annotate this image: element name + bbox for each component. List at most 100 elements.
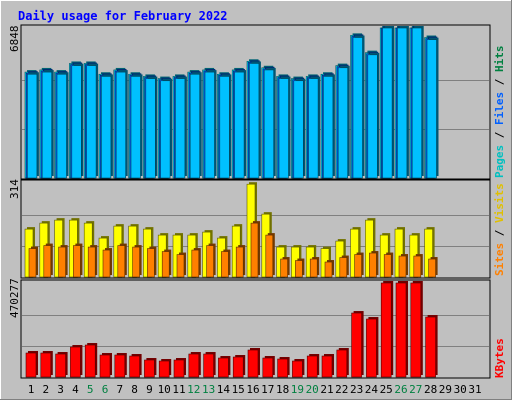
day-label-8: 8: [131, 383, 138, 396]
kbytes-bar-day-10: [158, 359, 172, 378]
panel-kbytes-bars: [25, 281, 438, 378]
x-axis-day-labels: 1 2 3 4 5 6 7 8 9 10 11 12 13 14 15 16 17 18 19 20 21 22 23 24 2…: [28, 383, 482, 396]
kbytes-bar-day-28: [425, 315, 438, 378]
kbytes-bar-day-3: [55, 352, 68, 378]
svg-text:Sites / Visits: Sites / Visits: [493, 183, 506, 276]
day-label-10: 10: [158, 383, 171, 396]
legend-pages: Pages: [493, 145, 506, 178]
sites-bar-day-13: [206, 243, 216, 278]
kbytes-bar-day-6: [99, 353, 112, 378]
kbytes-bar-day-7: [114, 353, 127, 378]
sites-bar-day-11: [176, 252, 186, 278]
pages-bar-day-9: [145, 76, 158, 179]
sites-bar-day-14: [221, 249, 231, 278]
sites-bar-day-24: [369, 251, 379, 278]
kbytes-bar-day-21: [321, 354, 334, 378]
kbytes-bar-day-12: [188, 352, 201, 378]
kbytes-bar-day-5: [84, 343, 98, 378]
sites-bar-day-16: [250, 221, 260, 278]
pages-bar-day-21: [323, 74, 335, 179]
panel-visits-bars: [24, 182, 438, 278]
pages-bar-day-12: [189, 72, 202, 179]
sites-bar-day-27: [413, 254, 423, 278]
sites-bar-day-4: [73, 243, 83, 278]
sites-bar-day-5: [87, 245, 98, 278]
chart-title: Daily usage for February 2022: [18, 9, 228, 23]
sites-bar-day-1: [28, 246, 38, 278]
day-label-20: 20: [306, 383, 319, 396]
pages-bar-day-13: [204, 70, 217, 179]
day-label-14: 14: [217, 383, 231, 396]
day-label-25: 25: [380, 383, 393, 396]
panel-visits-legend: Sites / Visits: [493, 183, 506, 276]
day-label-6: 6: [102, 383, 109, 396]
kbytes-bar-day-17: [262, 356, 275, 378]
kbytes-bar-day-15: [232, 355, 246, 378]
sites-bar-day-18: [280, 257, 290, 278]
pages-bar-day-22: [337, 65, 350, 179]
kbytes-bar-day-25: [380, 281, 394, 378]
day-label-16: 16: [246, 383, 259, 396]
sites-bar-day-10: [161, 249, 172, 278]
legend-sep-1: /: [493, 125, 506, 145]
day-label-30: 30: [454, 383, 467, 396]
sites-bar-day-9: [147, 246, 157, 278]
sites-bar-day-20: [309, 257, 320, 278]
pages-bar-day-14: [219, 74, 232, 179]
sites-bar-day-23: [354, 252, 364, 278]
sites-bar-day-19: [295, 258, 305, 278]
kbytes-bar-day-1: [25, 351, 38, 378]
panel-kbytes-legend: KBytes: [493, 338, 506, 378]
pages-bar-day-2: [41, 70, 54, 179]
kbytes-bar-day-4: [70, 345, 83, 378]
kbytes-bar-day-14: [218, 356, 231, 378]
sites-bar-day-8: [132, 245, 142, 278]
panel-hits-legend: Pages / Files / Hits: [493, 46, 506, 179]
day-label-29: 29: [439, 383, 452, 396]
pages-bar-day-23: [352, 35, 365, 179]
day-label-2: 2: [42, 383, 49, 396]
panel-kbytes-ymax-label: 470277: [8, 278, 21, 318]
kbytes-bar-day-2: [40, 351, 53, 378]
kbytes-bar-day-18: [277, 357, 290, 378]
sites-bar-day-17: [265, 233, 275, 278]
day-label-1: 1: [28, 383, 35, 396]
pages-bar-day-6: [101, 74, 113, 179]
day-label-23: 23: [350, 383, 363, 396]
pages-bar-day-11: [175, 76, 187, 179]
day-label-22: 22: [335, 383, 348, 396]
sites-bar-day-28: [428, 257, 438, 278]
day-label-18: 18: [276, 383, 289, 396]
legend-sites: Sites: [493, 243, 506, 276]
legend-files: Files: [493, 92, 506, 125]
pages-bar-day-28: [426, 37, 439, 179]
panel-hits-ymax-label: 6848: [8, 26, 21, 53]
pages-bar-day-4: [71, 63, 84, 179]
kbytes-bar-day-27: [410, 281, 423, 378]
kbytes-bar-day-22: [336, 348, 349, 378]
sites-bar-day-7: [117, 243, 127, 278]
kbytes-bar-day-13: [203, 352, 216, 378]
sites-bar-day-21: [324, 260, 334, 278]
day-label-26: 26: [394, 383, 407, 396]
kbytes-bar-day-23: [351, 311, 364, 378]
kbytes-bar-day-8: [129, 354, 142, 378]
panel-hits-bars: [24, 26, 439, 179]
pages-bar-day-5: [86, 63, 99, 179]
kbytes-bar-day-16: [247, 348, 260, 378]
svg-text:Pages / Files / Hits: Pages / Files / Hits: [493, 46, 506, 179]
day-label-13: 13: [202, 383, 215, 396]
sites-bar-day-26: [398, 254, 408, 278]
pages-bar-day-1: [27, 72, 39, 179]
day-label-7: 7: [116, 383, 123, 396]
legend-visits: Visits: [493, 183, 506, 223]
day-label-11: 11: [172, 383, 185, 396]
pages-bar-day-15: [234, 70, 247, 179]
day-label-24: 24: [365, 383, 379, 396]
day-label-4: 4: [72, 383, 79, 396]
day-label-19: 19: [291, 383, 304, 396]
day-label-21: 21: [320, 383, 333, 396]
day-label-28: 28: [424, 383, 437, 396]
legend-sep-2: /: [493, 72, 506, 92]
